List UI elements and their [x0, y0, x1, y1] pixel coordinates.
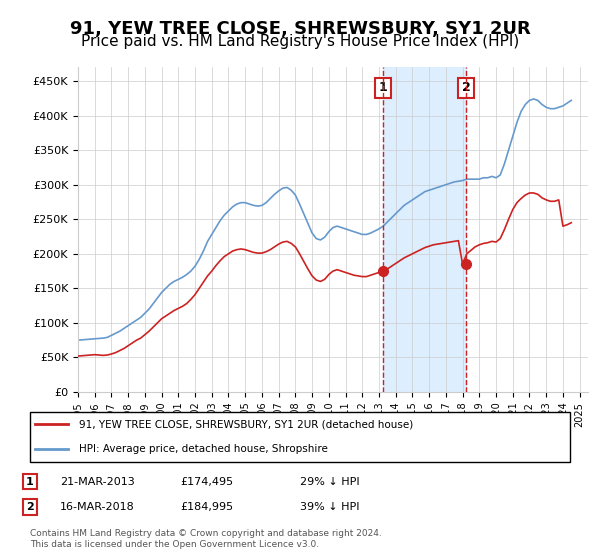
Text: 2: 2: [26, 502, 34, 512]
Text: 91, YEW TREE CLOSE, SHREWSBURY, SY1 2UR (detached house): 91, YEW TREE CLOSE, SHREWSBURY, SY1 2UR …: [79, 419, 413, 429]
Text: 16-MAR-2018: 16-MAR-2018: [60, 502, 135, 512]
Text: 21-MAR-2013: 21-MAR-2013: [60, 477, 135, 487]
FancyBboxPatch shape: [30, 412, 570, 462]
Text: £174,495: £174,495: [180, 477, 233, 487]
Text: Price paid vs. HM Land Registry's House Price Index (HPI): Price paid vs. HM Land Registry's House …: [81, 34, 519, 49]
Bar: [383, 67, 466, 392]
Text: Contains HM Land Registry data © Crown copyright and database right 2024.
This d: Contains HM Land Registry data © Crown c…: [30, 529, 382, 549]
Text: 91, YEW TREE CLOSE, SHREWSBURY, SY1 2UR: 91, YEW TREE CLOSE, SHREWSBURY, SY1 2UR: [70, 20, 530, 38]
Text: 2: 2: [462, 81, 470, 95]
Text: 29% ↓ HPI: 29% ↓ HPI: [300, 477, 359, 487]
Text: HPI: Average price, detached house, Shropshire: HPI: Average price, detached house, Shro…: [79, 445, 328, 454]
Text: 39% ↓ HPI: 39% ↓ HPI: [300, 502, 359, 512]
Text: 1: 1: [26, 477, 34, 487]
Text: 1: 1: [378, 81, 387, 95]
Text: £184,995: £184,995: [180, 502, 233, 512]
